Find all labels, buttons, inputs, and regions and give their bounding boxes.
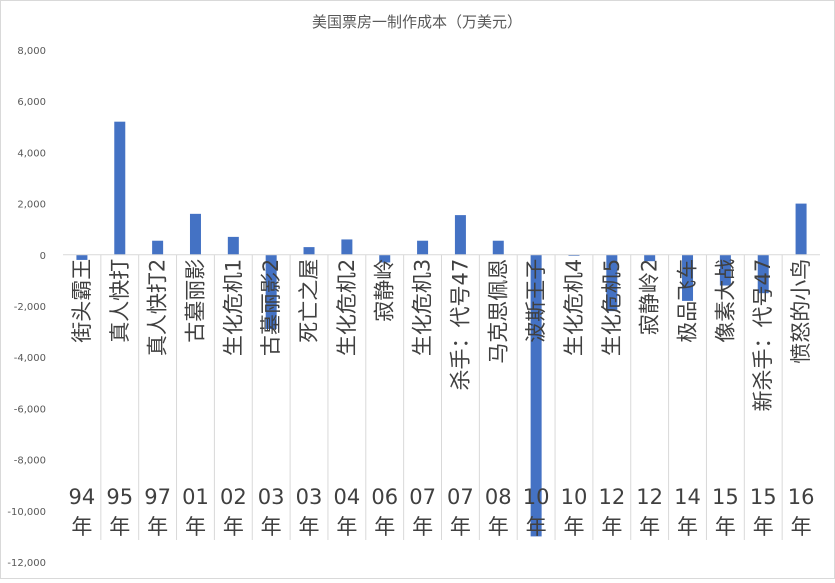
- chart-title: 美国票房一制作成本（万美元）: [312, 13, 522, 31]
- bar: [719, 254, 731, 286]
- bar: [76, 254, 88, 260]
- category-label: 真人快打2: [146, 259, 170, 356]
- category-year-suffix: 年: [791, 515, 812, 539]
- category-label: 死亡之屋: [297, 259, 321, 343]
- y-tick-label: -12,000: [7, 558, 46, 569]
- y-tick-label: -10,000: [7, 507, 46, 518]
- category-label: 波斯王子: [524, 259, 548, 343]
- bar: [454, 215, 466, 255]
- bar: [341, 239, 353, 255]
- category-label: 生化危机5: [600, 259, 624, 356]
- category-year: 02: [220, 485, 247, 509]
- category-label: 愤怒的小鸟: [789, 259, 813, 364]
- category-year: 10: [561, 485, 588, 509]
- bar: [379, 254, 391, 263]
- y-tick-label: 4,000: [17, 148, 46, 159]
- category-year: 07: [447, 485, 474, 509]
- category-year: 16: [788, 485, 815, 509]
- category-label: 极品飞车: [676, 259, 700, 343]
- bar: [417, 240, 429, 255]
- bar: [682, 254, 694, 301]
- bar: [530, 254, 542, 537]
- bar: [644, 254, 656, 262]
- category-year: 95: [106, 485, 133, 509]
- category-year-suffix: 年: [526, 515, 547, 539]
- y-tick-label: 6,000: [17, 97, 46, 108]
- category-year: 07: [409, 485, 436, 509]
- category-label: 街头霸王: [70, 259, 94, 343]
- bar: [152, 240, 164, 255]
- category-label: 古墓丽影: [183, 259, 207, 343]
- category-year-suffix: 年: [336, 515, 357, 539]
- category-year-suffix: 年: [71, 515, 92, 539]
- y-tick-label: -6,000: [14, 404, 46, 415]
- bar: [492, 240, 504, 255]
- y-axis: 8,000 6,000 4,000 2,000 0 -2,000 -4,000 -6,000 -…: [7, 46, 46, 569]
- category-label: 寂静岭2: [638, 259, 662, 335]
- category-year: 10: [523, 485, 550, 509]
- category-label: 生化危机2: [335, 259, 359, 356]
- bar: [227, 236, 239, 255]
- category-year: 14: [674, 485, 701, 509]
- category-year: 08: [485, 485, 512, 509]
- category-year-suffix: 年: [223, 515, 244, 539]
- category-year: 94: [69, 485, 96, 509]
- category-year-suffix: 年: [488, 515, 509, 539]
- category-label: 马克思佩恩: [486, 259, 510, 364]
- category-year: 03: [296, 485, 323, 509]
- category-label: 古墓丽影2: [259, 259, 283, 356]
- category-year: 12: [598, 485, 625, 509]
- category-labels: 街头霸王 94 年 真人快打 95 年 真人快打2 97 年 古墓丽影 01 年 生化危机1 02 年 古墓丽…: [69, 254, 815, 540]
- category-year: 97: [144, 485, 171, 509]
- category-year-suffix: 年: [639, 515, 660, 539]
- bar: [606, 254, 618, 312]
- bar: [265, 254, 277, 330]
- category-label: 生化危机1: [221, 259, 245, 356]
- category-year: 06: [371, 485, 398, 509]
- category-label: 寂静岭: [373, 259, 397, 322]
- category-year: 04: [334, 485, 361, 509]
- y-tick-label: 8,000: [17, 46, 46, 57]
- category-label: 真人快打: [108, 259, 132, 343]
- category-year-suffix: 年: [374, 515, 395, 539]
- category-year-suffix: 年: [450, 515, 471, 539]
- bar: [189, 213, 201, 255]
- y-tick-label: -2,000: [14, 302, 46, 313]
- category-year-suffix: 年: [299, 515, 320, 539]
- y-tick-label: -4,000: [14, 353, 46, 364]
- category-label: 杀手：代号47: [448, 259, 472, 391]
- category-year-suffix: 年: [185, 515, 206, 539]
- category-year: 15: [750, 485, 777, 509]
- category-year-suffix: 年: [601, 515, 622, 539]
- bar: [114, 121, 126, 255]
- category-year-suffix: 年: [261, 515, 282, 539]
- category-year-suffix: 年: [412, 515, 433, 539]
- bar: [303, 247, 315, 255]
- category-label: 生化危机3: [411, 259, 435, 356]
- category-year-suffix: 年: [753, 515, 774, 539]
- category-year-suffix: 年: [109, 515, 130, 539]
- category-year-suffix: 年: [715, 515, 736, 539]
- category-label: 像素大战: [713, 259, 737, 343]
- category-label: 新杀手：代号47: [751, 259, 775, 412]
- category-year-suffix: 年: [563, 515, 584, 539]
- category-year: 12: [636, 485, 663, 509]
- bar: [795, 203, 807, 255]
- category-year: 03: [258, 485, 285, 509]
- category-year-suffix: 年: [677, 515, 698, 539]
- y-tick-label: 2,000: [17, 200, 46, 211]
- y-tick-label: -8,000: [14, 456, 46, 467]
- category-year: 01: [182, 485, 209, 509]
- category-year: 15: [712, 485, 739, 509]
- bar: [757, 254, 769, 294]
- category-label: 生化危机4: [562, 259, 586, 356]
- category-year-suffix: 年: [147, 515, 168, 539]
- y-tick-label: 0: [40, 251, 46, 262]
